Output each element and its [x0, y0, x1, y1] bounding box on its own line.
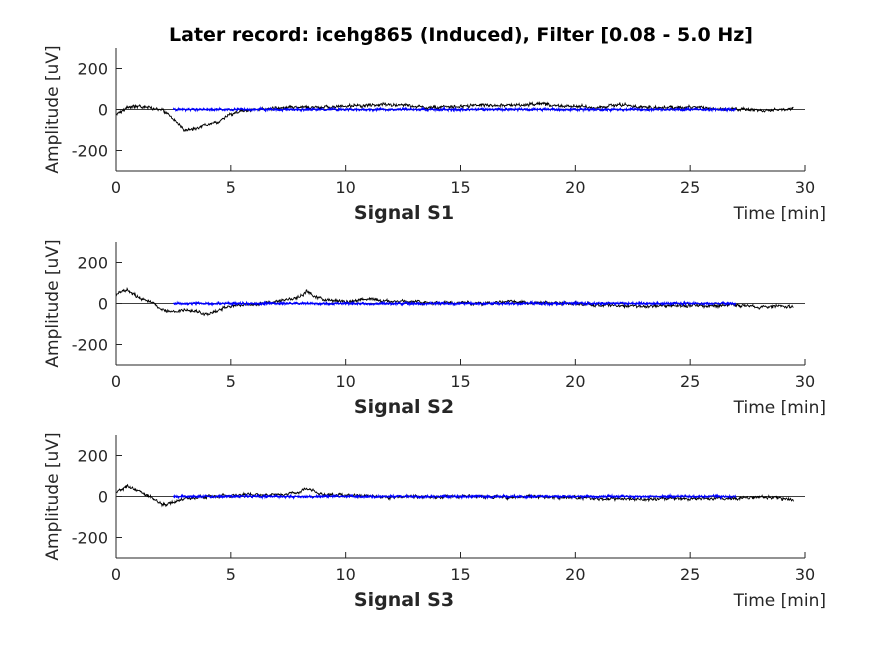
- x-tick-label: 0: [111, 565, 121, 584]
- x-tick-label: 30: [795, 178, 815, 197]
- x-tick-label: 30: [795, 372, 815, 391]
- x-tick-label: 15: [450, 565, 470, 584]
- y-axis-label: Amplitude [uV]: [43, 239, 63, 367]
- y-tick-label: 0: [98, 295, 108, 314]
- x-tick-label: 0: [111, 372, 121, 391]
- raw-signal-line: [115, 100, 794, 132]
- y-tick-label: -200: [72, 142, 108, 161]
- x-tick-label: 30: [795, 565, 815, 584]
- x-tick-label: 15: [450, 178, 470, 197]
- x-tick-label: 0: [111, 178, 121, 197]
- filtered-signal-line: [172, 299, 737, 307]
- x-tick-label: 5: [226, 372, 236, 391]
- y-tick-label: -200: [72, 529, 108, 548]
- x-axis-label: Time [min]: [733, 591, 826, 611]
- x-tick-label: 10: [335, 565, 355, 584]
- x-tick-label: 15: [450, 372, 470, 391]
- y-axis-label: Amplitude [uV]: [43, 45, 63, 173]
- x-tick-label: 20: [565, 372, 585, 391]
- x-tick-label: 25: [680, 565, 700, 584]
- y-tick-label: 200: [77, 60, 108, 79]
- x-axis-label: Time [min]: [733, 204, 826, 224]
- y-tick-label: -200: [72, 336, 108, 355]
- y-tick-label: 0: [98, 488, 108, 507]
- panel-title: Signal S1: [354, 202, 454, 224]
- panel-title: Signal S2: [354, 396, 454, 418]
- figure-title: Later record: icehg865 (Induced), Filter…: [169, 24, 753, 46]
- x-tick-label: 10: [335, 372, 355, 391]
- y-tick-label: 200: [77, 254, 108, 273]
- y-axis-label: Amplitude [uV]: [43, 432, 63, 560]
- x-tick-label: 5: [226, 178, 236, 197]
- y-tick-label: 200: [77, 447, 108, 466]
- panel-title: Signal S3: [354, 589, 454, 611]
- x-axis-label: Time [min]: [733, 398, 826, 418]
- raw-signal-line: [115, 286, 794, 317]
- x-tick-label: 25: [680, 178, 700, 197]
- x-tick-label: 20: [565, 178, 585, 197]
- x-tick-label: 20: [565, 565, 585, 584]
- filtered-signal-line: [173, 492, 737, 501]
- filtered-signal-line: [172, 105, 737, 113]
- x-tick-label: 25: [680, 372, 700, 391]
- x-tick-label: 5: [226, 565, 236, 584]
- y-tick-label: 0: [98, 101, 108, 120]
- x-tick-label: 10: [335, 178, 355, 197]
